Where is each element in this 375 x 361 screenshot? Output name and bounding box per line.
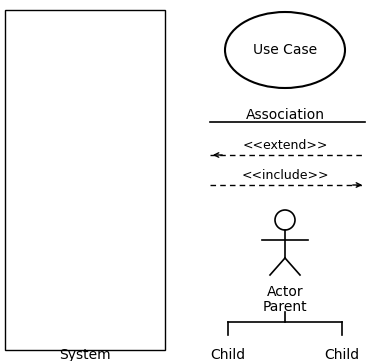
Text: Actor: Actor <box>267 285 303 299</box>
Text: Use Case: Use Case <box>253 43 317 57</box>
Bar <box>5 10 165 350</box>
Text: <<extend>>: <<extend>> <box>242 139 328 152</box>
Text: <<include>>: <<include>> <box>241 169 329 182</box>
Text: Child: Child <box>210 348 246 361</box>
Text: Parent: Parent <box>262 300 308 314</box>
Ellipse shape <box>225 12 345 88</box>
Text: Child: Child <box>324 348 360 361</box>
Text: Association: Association <box>246 108 324 122</box>
Text: System: System <box>59 348 111 361</box>
